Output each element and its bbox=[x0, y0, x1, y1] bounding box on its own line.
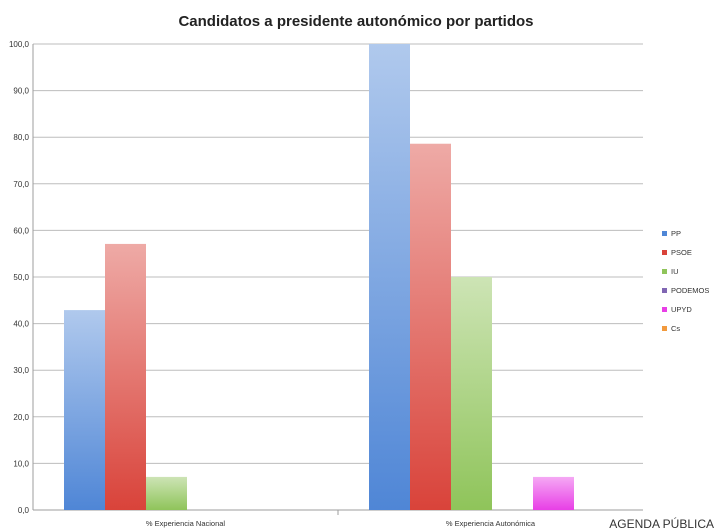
legend-swatch-pp bbox=[662, 231, 667, 236]
legend-swatch-iu bbox=[662, 269, 667, 274]
bar-iu-nacional bbox=[146, 476, 187, 510]
bar-psoe-nacional bbox=[105, 243, 146, 510]
y-tick-label: 40,0 bbox=[13, 320, 29, 329]
y-tick-label: 80,0 bbox=[13, 133, 29, 142]
y-tick-label: 50,0 bbox=[13, 273, 29, 282]
watermark-text: AGENDA PÚBLICA bbox=[607, 517, 716, 531]
legend-label-pp: PP bbox=[671, 229, 681, 238]
bar-iu-autonomica bbox=[451, 277, 492, 510]
chart-title: Candidatos a presidente autonómico por p… bbox=[178, 13, 533, 30]
legend-swatch-cs bbox=[662, 326, 667, 331]
y-tick-label: 60,0 bbox=[13, 226, 29, 235]
legend-swatch-podemos bbox=[662, 288, 667, 293]
bars bbox=[64, 44, 574, 510]
y-tick-label: 0,0 bbox=[18, 506, 30, 515]
y-tick-label: 90,0 bbox=[13, 87, 29, 96]
legend-label-iu: IU bbox=[671, 267, 679, 276]
bar-pp-autonomica bbox=[369, 44, 410, 510]
legend-swatch-upyd bbox=[662, 307, 667, 312]
y-tick-label: 20,0 bbox=[13, 413, 29, 422]
legend-label-podemos: PODEMOS bbox=[671, 286, 709, 295]
bar-pp-nacional bbox=[64, 310, 105, 510]
y-tick-label: 10,0 bbox=[13, 459, 29, 468]
bar-upyd-autonomica bbox=[533, 476, 574, 510]
y-tick-label: 100,0 bbox=[9, 40, 30, 49]
legend-swatch-psoe bbox=[662, 250, 667, 255]
y-axis-tick-labels: 0,0 10,0 20,0 30,0 40,0 50,0 60,0 70,0 80,0 90,0 1… bbox=[9, 40, 30, 515]
legend: PP PSOE IU PODEMOS UPYD Cs bbox=[662, 229, 709, 333]
legend-label-cs: Cs bbox=[671, 324, 680, 333]
bar-psoe-autonomica bbox=[410, 143, 451, 510]
x-category-label: % Experiencia Autonómica bbox=[446, 519, 536, 528]
y-tick-label: 70,0 bbox=[13, 180, 29, 189]
legend-label-psoe: PSOE bbox=[671, 248, 692, 257]
y-tick-label: 30,0 bbox=[13, 366, 29, 375]
x-category-label: % Experiencia Nacional bbox=[146, 519, 226, 528]
x-axis-category-labels: % Experiencia Nacional % Experiencia Auto… bbox=[146, 519, 536, 528]
legend-label-upyd: UPYD bbox=[671, 305, 692, 314]
